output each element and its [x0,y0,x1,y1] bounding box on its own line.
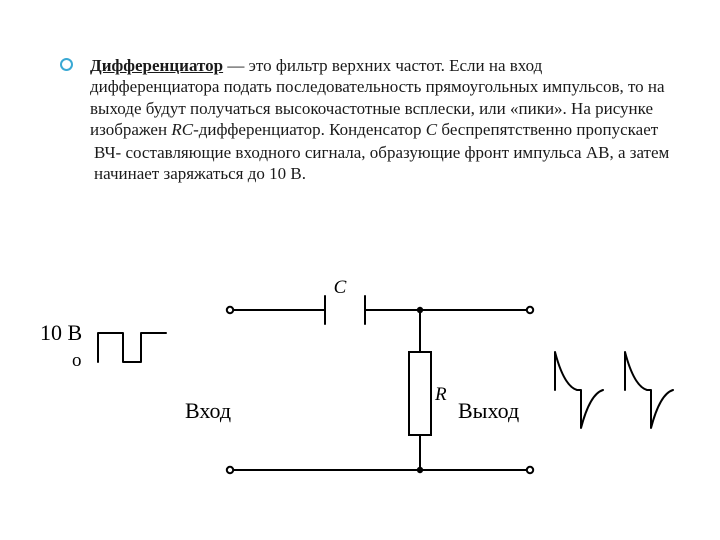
svg-text:Выход: Выход [458,398,519,423]
circuit-diagram: CRВходВыход10 Во [100,280,660,510]
paragraph-main: Дифференциатор — это фильтр верхних част… [90,55,670,140]
svg-text:C: C [334,277,347,298]
svg-text:R: R [434,384,447,405]
bullet-marker [60,58,73,71]
svg-text:Вход: Вход [185,398,231,423]
text-p1c: беспрепятственно пропускает [437,120,658,139]
circuit-group: C R Вход Выход 10 В о [40,277,673,473]
svg-text:о: о [72,350,82,371]
paragraph-second: ВЧ- составляющие входного сигнала, образ… [94,142,670,185]
diagram-svg: CRВходВыход10 Во [100,280,660,510]
text-c: C [426,120,437,139]
term-differentiator: Дифференциатор [90,56,223,75]
text-p2: ВЧ- составляющие входного сигнала, образ… [94,143,669,183]
svg-text:10 В: 10 В [40,320,82,345]
text-rc: RC [171,120,193,139]
text-p1b: -дифференциатор. Конденсатор [193,120,426,139]
